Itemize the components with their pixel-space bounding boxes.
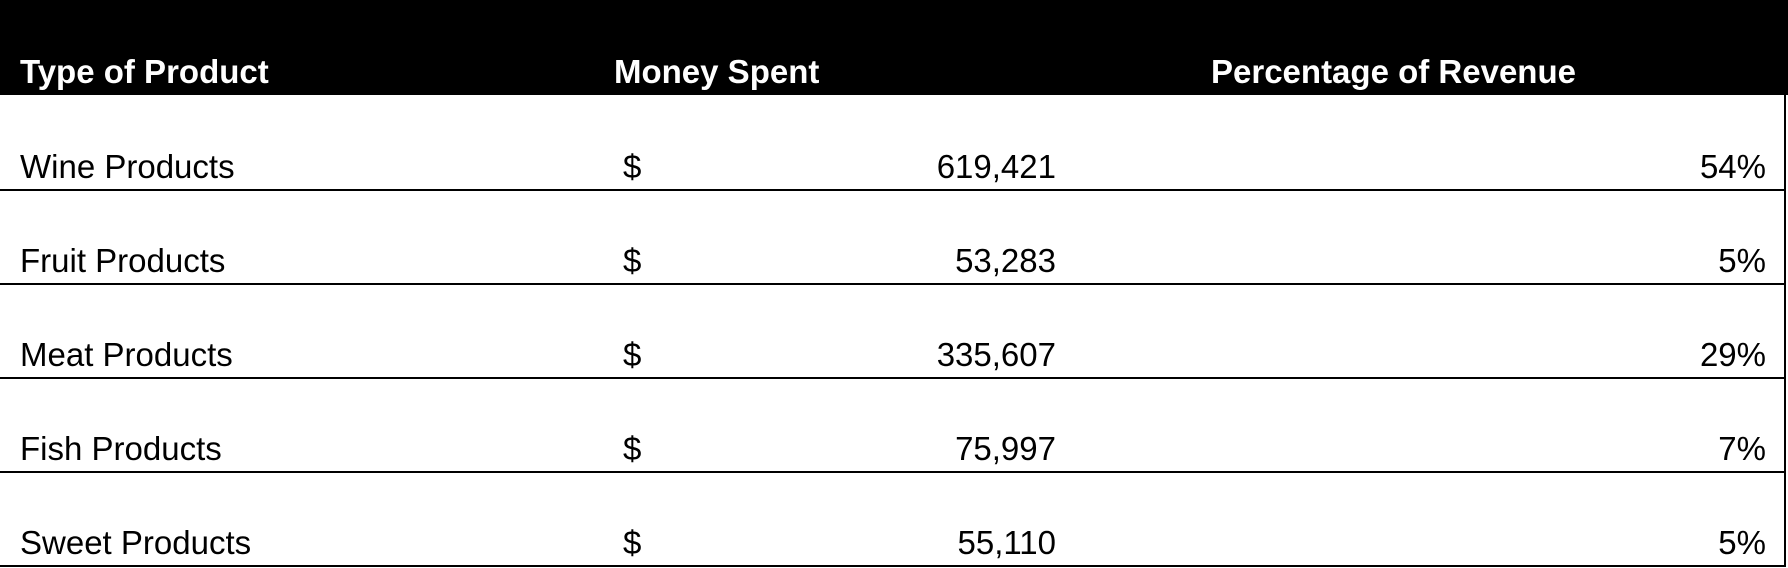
percentage-cell: 5% bbox=[1718, 242, 1766, 279]
table-row: Sweet Products $ 55,110 5% bbox=[0, 471, 1786, 567]
percentage-cell: 5% bbox=[1718, 524, 1766, 561]
percentage-cell: 29% bbox=[1699, 336, 1766, 373]
product-name-cell: Fish Products bbox=[20, 430, 222, 467]
product-name-cell: Fruit Products bbox=[20, 242, 226, 279]
currency-symbol: $ bbox=[623, 148, 642, 185]
product-name-cell: Meat Products bbox=[20, 336, 233, 373]
money-spent-cell: 335,607 bbox=[936, 336, 1056, 373]
money-spent-cell: 75,997 bbox=[955, 430, 1056, 467]
table-right-border bbox=[1784, 95, 1786, 567]
money-spent-cell: 619,421 bbox=[936, 148, 1056, 185]
percentage-cell: 7% bbox=[1718, 430, 1766, 467]
header-percentage-of-revenue: Percentage of Revenue bbox=[1211, 53, 1576, 90]
table-row: Fruit Products $ 53,283 5% bbox=[0, 189, 1786, 285]
currency-symbol: $ bbox=[623, 524, 642, 561]
money-spent-cell: 55,110 bbox=[957, 524, 1056, 561]
currency-symbol: $ bbox=[623, 336, 642, 373]
product-name-cell: Sweet Products bbox=[20, 524, 252, 561]
header-type-of-product: Type of Product bbox=[20, 53, 269, 90]
money-spent-cell: 53,283 bbox=[955, 242, 1056, 279]
currency-symbol: $ bbox=[623, 430, 642, 467]
table-row: Fish Products $ 75,997 7% bbox=[0, 377, 1786, 473]
product-name-cell: Wine Products bbox=[20, 148, 235, 185]
currency-symbol: $ bbox=[623, 242, 642, 279]
percentage-cell: 54% bbox=[1699, 148, 1766, 185]
table-header: Type of Product Money Spent Percentage o… bbox=[0, 0, 1788, 95]
header-money-spent: Money Spent bbox=[614, 53, 820, 90]
table-row: Meat Products $ 335,607 29% bbox=[0, 283, 1786, 379]
table-row: Wine Products $ 619,421 54% bbox=[0, 95, 1786, 191]
